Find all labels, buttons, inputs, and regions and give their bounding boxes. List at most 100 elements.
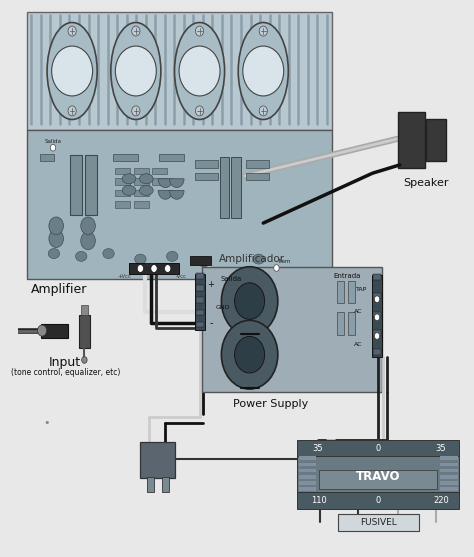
Bar bbox=[299, 475, 316, 478]
Bar bbox=[129, 263, 179, 274]
Bar bbox=[246, 173, 269, 180]
Circle shape bbox=[195, 106, 204, 116]
Bar bbox=[246, 160, 269, 168]
Circle shape bbox=[273, 265, 279, 271]
Text: 35: 35 bbox=[312, 443, 323, 453]
Circle shape bbox=[49, 217, 64, 234]
Circle shape bbox=[235, 336, 264, 373]
Circle shape bbox=[132, 26, 140, 36]
Bar bbox=[297, 492, 459, 509]
Bar bbox=[140, 442, 174, 478]
Bar bbox=[299, 462, 316, 466]
Ellipse shape bbox=[122, 185, 136, 196]
Bar bbox=[373, 275, 382, 357]
Bar bbox=[115, 190, 130, 197]
Text: Speaker: Speaker bbox=[403, 178, 448, 188]
Ellipse shape bbox=[111, 22, 161, 120]
Bar bbox=[374, 330, 381, 336]
Bar bbox=[348, 281, 355, 304]
Bar bbox=[41, 324, 68, 338]
Text: AC: AC bbox=[354, 342, 362, 347]
Ellipse shape bbox=[103, 248, 114, 258]
Bar bbox=[134, 190, 148, 197]
Bar bbox=[70, 155, 82, 215]
Bar bbox=[196, 297, 204, 303]
Circle shape bbox=[52, 46, 92, 96]
Bar bbox=[113, 154, 138, 161]
Circle shape bbox=[374, 333, 380, 339]
Ellipse shape bbox=[166, 251, 178, 261]
Bar bbox=[134, 168, 148, 174]
Bar bbox=[337, 281, 344, 304]
Circle shape bbox=[68, 106, 76, 116]
Circle shape bbox=[374, 296, 380, 302]
Bar bbox=[337, 312, 344, 335]
Bar bbox=[196, 273, 204, 278]
Bar bbox=[338, 514, 419, 531]
Bar bbox=[152, 168, 167, 174]
Bar bbox=[348, 312, 355, 335]
Text: +: + bbox=[208, 280, 214, 289]
Bar bbox=[115, 202, 130, 208]
Bar bbox=[134, 202, 148, 208]
Text: Input: Input bbox=[49, 356, 82, 369]
Bar bbox=[159, 154, 183, 161]
Circle shape bbox=[50, 144, 56, 151]
Circle shape bbox=[81, 217, 95, 234]
Bar bbox=[191, 256, 211, 265]
Bar bbox=[297, 441, 459, 456]
Circle shape bbox=[221, 320, 278, 389]
Bar bbox=[299, 456, 316, 460]
Bar bbox=[152, 178, 167, 185]
Bar bbox=[440, 475, 457, 478]
Bar bbox=[81, 305, 88, 315]
Text: TRAVO: TRAVO bbox=[356, 470, 401, 483]
Text: 0: 0 bbox=[375, 496, 381, 505]
Bar bbox=[374, 312, 381, 317]
Circle shape bbox=[259, 106, 267, 116]
Bar bbox=[196, 310, 204, 315]
Ellipse shape bbox=[122, 174, 136, 184]
Text: •: • bbox=[44, 418, 50, 428]
Bar bbox=[374, 349, 381, 355]
Bar bbox=[220, 157, 229, 218]
Bar bbox=[299, 487, 316, 491]
Bar bbox=[195, 173, 218, 180]
Bar bbox=[440, 487, 457, 491]
Circle shape bbox=[195, 26, 204, 36]
Circle shape bbox=[81, 232, 95, 250]
Wedge shape bbox=[170, 179, 184, 188]
Bar bbox=[319, 470, 437, 489]
Text: GND: GND bbox=[216, 305, 230, 310]
Bar bbox=[196, 322, 204, 328]
Bar bbox=[85, 155, 97, 215]
Circle shape bbox=[82, 356, 87, 363]
Bar bbox=[40, 154, 54, 161]
Text: Salida: Salida bbox=[45, 139, 62, 144]
Circle shape bbox=[68, 26, 76, 36]
Text: Power Supply: Power Supply bbox=[233, 399, 308, 409]
Text: -: - bbox=[209, 319, 213, 329]
Bar bbox=[299, 468, 316, 472]
Text: Entrada: Entrada bbox=[334, 273, 361, 278]
Bar bbox=[134, 178, 148, 185]
Bar bbox=[440, 468, 457, 472]
Bar bbox=[115, 178, 130, 185]
Circle shape bbox=[115, 46, 156, 96]
Text: 110: 110 bbox=[311, 496, 327, 505]
Bar bbox=[196, 285, 204, 291]
Ellipse shape bbox=[238, 22, 288, 120]
Bar bbox=[79, 315, 91, 348]
Circle shape bbox=[374, 314, 380, 321]
Bar bbox=[195, 160, 218, 168]
Text: -Vcc: -Vcc bbox=[176, 275, 187, 280]
Bar bbox=[426, 119, 446, 161]
Circle shape bbox=[164, 265, 171, 272]
Ellipse shape bbox=[199, 257, 210, 267]
Wedge shape bbox=[170, 190, 184, 199]
Text: FUSIVEL: FUSIVEL bbox=[360, 518, 397, 527]
Bar bbox=[440, 462, 457, 466]
Text: TAP: TAP bbox=[356, 287, 367, 292]
Ellipse shape bbox=[48, 248, 60, 258]
Text: Tiem: Tiem bbox=[277, 259, 291, 264]
